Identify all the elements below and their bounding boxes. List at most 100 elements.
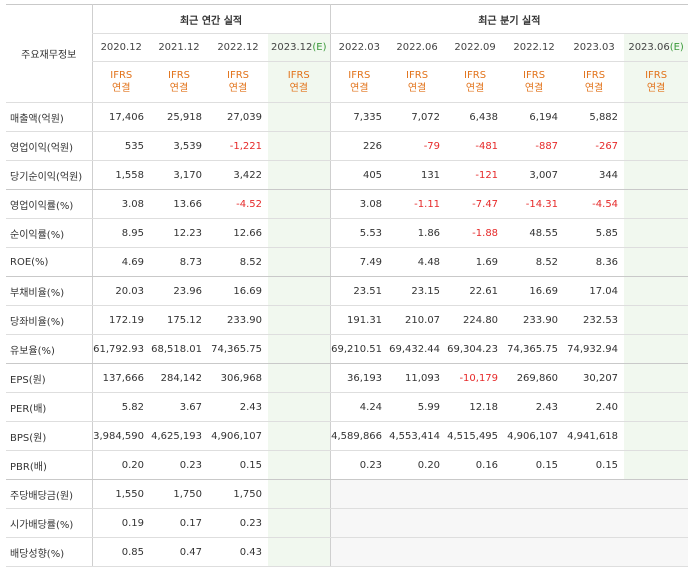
quarter-cell: -121	[446, 160, 505, 190]
quarter-cell: 8.36	[564, 247, 625, 277]
header-left-label: 주요재무정보	[6, 4, 92, 103]
annual-cell: 0.19	[91, 508, 150, 538]
row-label: 유보율(%)	[6, 334, 92, 364]
quarter-cell: 224.80	[446, 305, 505, 335]
annual-cell	[268, 421, 331, 451]
table-row: 유보율(%) 61,792.93 68,518.01 74,365.75 69,210.…	[6, 334, 689, 364]
quarter-cell: 3,007	[504, 160, 565, 190]
annual-cell	[268, 131, 331, 161]
quarter-cell	[624, 392, 689, 422]
period-header: 2022.03	[329, 33, 389, 62]
financial-summary-table: 주요재무정보 최근 연간 실적 최근 분기 실적 2020.12 2021.12 2…	[6, 4, 689, 567]
quarter-cell: 7,335	[329, 102, 389, 132]
period-label: 2022.12	[513, 42, 555, 53]
quarter-cell	[329, 479, 389, 509]
quarter-cell: 6,438	[446, 102, 505, 132]
quarter-cell: -1.88	[446, 218, 505, 248]
quarter-cell: 4.24	[329, 392, 389, 422]
annual-cell: 233.90	[208, 305, 268, 335]
basis-header: IFRS 연결	[564, 61, 625, 103]
annual-cell: 68,518.01	[150, 334, 208, 364]
quarter-cell: 191.31	[329, 305, 389, 335]
quarter-cell: -7.47	[446, 189, 505, 219]
quarter-cell	[624, 102, 689, 132]
row-label: ROE(%)	[6, 247, 92, 277]
quarter-cell: -887	[504, 131, 565, 161]
annual-cell: 0.85	[91, 537, 150, 567]
quarter-cell: 2.43	[504, 392, 565, 422]
basis-header: IFRS 연결	[624, 61, 689, 103]
quarter-cell	[564, 479, 625, 509]
table-row: 당기순이익(억원) 1,558 3,170 3,422 405 131 -121 3,007 3…	[6, 160, 689, 190]
quarter-cell	[388, 537, 447, 567]
period-header: 2023.12(E)	[268, 33, 331, 62]
table-row: 당좌비율(%) 172.19 175.12 233.90 191.31 210.07 224…	[6, 305, 689, 335]
basis-consolidated: 연결	[407, 83, 427, 94]
quarter-cell: 4,553,414	[388, 421, 447, 451]
basis-consolidated: 연결	[228, 83, 248, 94]
annual-cell	[268, 450, 331, 480]
basis-ifrs: IFRS	[227, 70, 249, 81]
period-label: 2022.06	[396, 42, 438, 53]
period-header: 2023.03	[564, 33, 625, 62]
quarter-cell	[504, 479, 565, 509]
quarter-cell	[624, 537, 689, 567]
quarter-cell: 3.08	[329, 189, 389, 219]
annual-cell: 0.23	[208, 508, 268, 538]
annual-cell	[268, 218, 331, 248]
quarter-cell: 48.55	[504, 218, 565, 248]
annual-cell: 0.47	[150, 537, 208, 567]
period-header: 2022.12	[208, 33, 268, 62]
quarter-cell	[624, 218, 689, 248]
annual-cell: 8.52	[208, 247, 268, 277]
period-header: 2023.06(E)	[624, 33, 689, 62]
annual-cell: 1,550	[91, 479, 150, 509]
quarter-cell: 22.61	[446, 276, 505, 306]
annual-cell: 12.23	[150, 218, 208, 248]
quarter-cell: 0.20	[388, 450, 447, 480]
row-label: 주당배당금(원)	[6, 479, 92, 509]
annual-cell	[268, 334, 331, 364]
quarter-cell: 0.16	[446, 450, 505, 480]
table-row: 시가배당률(%) 0.19 0.17 0.23	[6, 508, 689, 538]
annual-cell: 0.17	[150, 508, 208, 538]
basis-consolidated: 연결	[289, 83, 308, 94]
period-header-row: 2020.12 2021.12 2022.12 2023.12(E) 2022.03 20…	[6, 33, 689, 62]
period-label: 2023.12	[271, 42, 313, 53]
quarter-cell: 2.40	[564, 392, 625, 422]
annual-cell: 61,792.93	[91, 334, 150, 364]
annual-cell: 5.82	[91, 392, 150, 422]
row-label: BPS(원)	[6, 421, 92, 451]
quarter-cell	[624, 479, 689, 509]
basis-ifrs: IFRS	[406, 70, 429, 81]
table-row: 배당성향(%) 0.85 0.47 0.43	[6, 537, 689, 567]
quarter-cell	[624, 508, 689, 538]
quarter-cell: 210.07	[388, 305, 447, 335]
row-label: PBR(배)	[6, 450, 92, 480]
quarter-cell	[504, 537, 565, 567]
period-label: 2022.12	[217, 42, 259, 53]
table-body: 매출액(억원) 17,406 25,918 27,039 7,335 7,072 6,438…	[6, 102, 689, 567]
basis-header: IFRS 연결	[268, 61, 331, 103]
quarter-cell	[624, 189, 689, 219]
basis-ifrs: IFRS	[287, 70, 310, 81]
row-label: 영업이익(억원)	[6, 131, 92, 161]
quarter-cell: 23.15	[388, 276, 447, 306]
annual-cell: 3.08	[91, 189, 150, 219]
annual-cell	[268, 537, 331, 567]
quarter-cell: 0.15	[504, 450, 565, 480]
row-label: 당기순이익(억원)	[6, 160, 92, 190]
quarter-cell: 0.15	[564, 450, 625, 480]
quarter-cell	[564, 508, 625, 538]
annual-cell: 1,750	[208, 479, 268, 509]
table-row: BPS(원) 3,984,590 4,625,193 4,906,107 4,589,8…	[6, 421, 689, 451]
annual-cell: 137,666	[91, 363, 150, 393]
quarter-cell: 6,194	[504, 102, 565, 132]
annual-cell	[268, 160, 331, 190]
basis-ifrs: IFRS	[168, 70, 190, 81]
period-label: 2022.03	[338, 42, 380, 53]
quarter-cell: 69,432.44	[388, 334, 447, 364]
quarter-cell	[446, 479, 505, 509]
quarter-cell: 131	[388, 160, 447, 190]
quarter-cell: 1.69	[446, 247, 505, 277]
